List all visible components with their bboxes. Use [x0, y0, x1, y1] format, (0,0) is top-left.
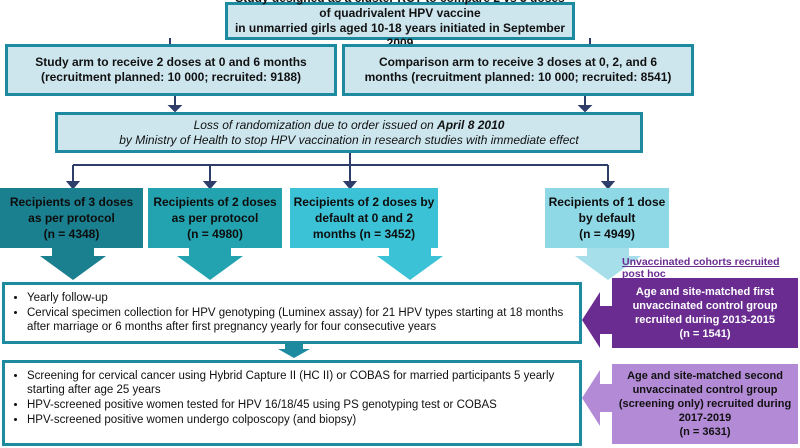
randomization-date: April 8 2010	[437, 117, 505, 132]
comparison-arm-line-1: Comparison arm to receive 3 doses at 0, …	[378, 55, 658, 69]
arrowhead-study	[167, 105, 183, 113]
randomization-box: Loss of randomization due to order issue…	[55, 112, 643, 153]
arrowhead-recipient-2	[202, 181, 218, 190]
screening-item: Screening for cervical cancer using Hybr…	[27, 369, 571, 397]
arrowhead-comparison	[577, 105, 593, 113]
control-2-line-5: (n = 3631)	[679, 426, 731, 438]
left-arrow-control-1	[582, 292, 612, 348]
recipient-4-line-1: Recipients of 1 dose	[548, 195, 666, 209]
down-arrow-recipient-2	[177, 248, 243, 280]
control-group-1-box: Age and site-matched first unvaccinated …	[612, 278, 798, 348]
followup-item: Cervical specimen collection for HPV gen…	[27, 306, 571, 334]
control-2-line-1: Age and site-matched second	[627, 370, 783, 382]
control-2-line-3: (screening only) recruited during	[618, 398, 792, 410]
control-1-line-3: recruited during 2013-2015	[634, 314, 775, 326]
posthoc-label: Unvaccinated cohorts recruited post hoc	[622, 256, 780, 280]
randomization-prefix: Loss of randomization due to order issue…	[193, 117, 438, 132]
followup-list: Yearly follow-up Cervical specimen colle…	[13, 291, 571, 334]
comparison-arm-line-2: months (recruitment planned: 10 000; rec…	[364, 70, 672, 84]
control-2-line-2: unvaccinated control group	[632, 384, 778, 396]
recipient-box-1-dose: Recipients of 1 dose by default (n = 494…	[545, 188, 669, 248]
recipient-2-line-3: (n = 4980)	[187, 227, 243, 241]
screening-item: HPV-screened positive women tested for H…	[27, 398, 571, 412]
recipient-box-3-doses: Recipients of 3 doses as per protocol (n…	[0, 188, 143, 248]
screening-box: Screening for cervical cancer using Hybr…	[2, 360, 582, 446]
study-design-line-1: Study designed as a cluster RCT to compa…	[235, 0, 564, 20]
recipient-3-line-2: default at 0 and 2	[314, 211, 414, 225]
recipient-4-line-2: by default	[578, 211, 636, 225]
down-arrow-followup-screening	[278, 344, 310, 358]
recipient-1-line-2: as per protocol	[28, 211, 115, 225]
recipient-box-2-doses-default: Recipients of 2 doses by default at 0 an…	[290, 188, 438, 248]
study-design-box: Study designed as a cluster RCT to compa…	[225, 0, 575, 50]
control-2-line-4: 2017-2019	[678, 412, 732, 424]
screening-item: HPV-screened positive women undergo colp…	[27, 413, 571, 427]
study-arm-line-1: Study arm to receive 2 doses at 0 and 6 …	[35, 55, 307, 69]
followup-item: Yearly follow-up	[27, 291, 571, 305]
control-group-2-box: Age and site-matched second unvaccinated…	[612, 364, 798, 444]
recipient-2-line-2: as per protocol	[171, 211, 259, 225]
screening-list: Screening for cervical cancer using Hybr…	[13, 369, 571, 427]
control-1-line-2: unvaccinated control group	[632, 300, 778, 312]
randomization-line-1: Loss of randomization due to order issue…	[194, 118, 505, 133]
recipient-2-line-1: Recipients of 2 doses	[153, 195, 277, 209]
followup-box: Yearly follow-up Cervical specimen colle…	[2, 282, 582, 344]
study-arm-box: Study arm to receive 2 doses at 0 and 6 …	[5, 44, 337, 96]
comparison-arm-box: Comparison arm to receive 3 doses at 0, …	[342, 44, 694, 96]
study-arm-line-2: (recruitment planned: 10 000; recruited:…	[40, 70, 302, 84]
control-1-line-4: (n = 1541)	[679, 328, 731, 340]
recipient-3-line-3: months (n = 3452)	[312, 227, 416, 241]
randomization-line-2: by Ministry of Health to stop HPV vaccin…	[119, 132, 579, 147]
recipient-3-line-1: Recipients of 2 doses by	[293, 195, 435, 209]
left-arrow-control-2	[582, 370, 612, 426]
arrowhead-recipient-1	[65, 181, 81, 190]
recipient-box-2-doses-protocol: Recipients of 2 doses as per protocol (n…	[148, 188, 282, 248]
down-arrow-recipient-1	[40, 248, 106, 280]
arrowhead-recipient-4	[600, 181, 616, 190]
recipient-1-line-1: Recipients of 3 doses	[9, 195, 134, 209]
down-arrow-recipient-3	[377, 248, 443, 280]
control-1-line-1: Age and site-matched first	[635, 286, 775, 298]
recipient-4-line-3: (n = 4949)	[579, 227, 635, 241]
down-arrow-recipient-4	[575, 248, 641, 280]
recipient-1-line-3: (n = 4348)	[43, 227, 100, 241]
arrowhead-recipient-3	[342, 181, 358, 190]
